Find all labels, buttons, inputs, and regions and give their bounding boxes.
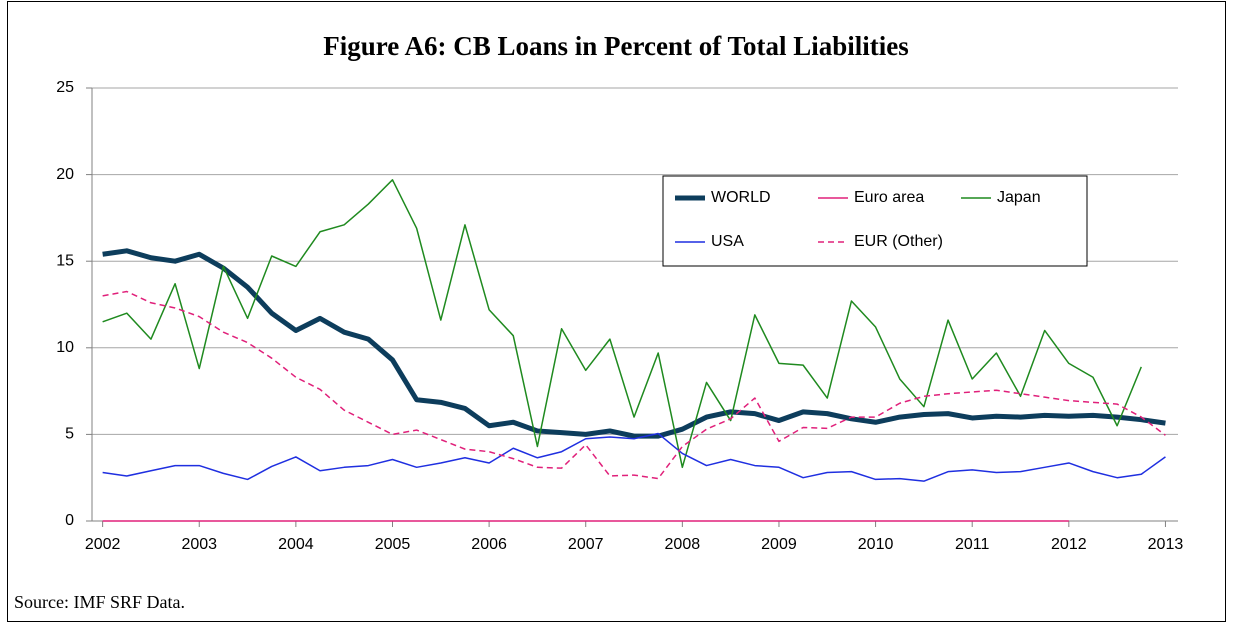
legend-label: Japan bbox=[997, 189, 1041, 206]
y-tick-label: 20 bbox=[56, 166, 74, 183]
legend-box bbox=[662, 175, 1088, 267]
x-tick-label: 2008 bbox=[665, 536, 701, 553]
legend-label: Euro area bbox=[854, 189, 924, 206]
x-tick-label: 2012 bbox=[1051, 536, 1087, 553]
series-line bbox=[102, 248, 1166, 439]
y-tick-label: 25 bbox=[56, 79, 74, 96]
chart-title: Figure A6: CB Loans in Percent of Total … bbox=[323, 31, 909, 61]
legend-label: EUR (Other) bbox=[854, 233, 943, 250]
x-tick-label: 2010 bbox=[858, 536, 894, 553]
x-tick-label: 2013 bbox=[1148, 536, 1184, 553]
source-note: Source: IMF SRF Data. bbox=[14, 592, 185, 612]
x-tick-label: 2009 bbox=[761, 536, 797, 553]
x-tick-label: 2005 bbox=[375, 536, 411, 553]
y-tick-label: 0 bbox=[65, 512, 74, 529]
x-tick-label: 2003 bbox=[181, 536, 217, 553]
x-tick-label: 2002 bbox=[85, 536, 121, 553]
x-tick-label: 2006 bbox=[471, 536, 507, 553]
y-tick-label: 5 bbox=[65, 426, 74, 443]
y-tick-label: 15 bbox=[56, 252, 74, 269]
series-line bbox=[102, 432, 1166, 482]
legend-label: WORLD bbox=[711, 189, 771, 206]
legend-label: USA bbox=[711, 233, 744, 250]
series-line bbox=[102, 290, 1166, 480]
x-tick-label: 2011 bbox=[955, 536, 990, 553]
series-line bbox=[102, 179, 1142, 469]
x-tick-label: 2007 bbox=[568, 536, 604, 553]
x-tick-label: 2004 bbox=[278, 536, 314, 553]
y-tick-label: 10 bbox=[56, 339, 74, 356]
frame bbox=[7, 1, 1226, 622]
